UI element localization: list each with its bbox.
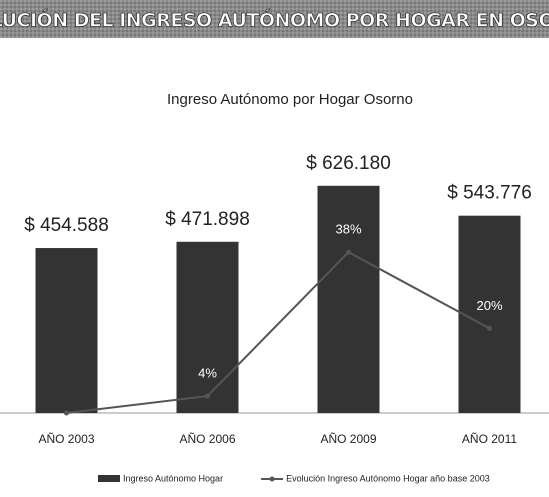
bar-value-label: $ 543.776 bbox=[447, 183, 532, 204]
bar-value-label: $ 471.898 bbox=[165, 209, 250, 230]
line-point bbox=[346, 249, 351, 255]
legend-label: Evolución Ingreso Autónomo Hogar año bas… bbox=[286, 473, 490, 483]
bar bbox=[458, 215, 521, 413]
bar-value-label: $ 454.588 bbox=[24, 215, 109, 236]
line-point bbox=[205, 393, 210, 399]
bar bbox=[35, 248, 98, 413]
x-tick-label: AÑO 2006 bbox=[179, 432, 235, 446]
x-tick-label: AÑO 2011 bbox=[462, 432, 517, 446]
bar-value-label: $ 626.180 bbox=[306, 153, 391, 174]
line bbox=[66, 250, 490, 414]
legend-swatch bbox=[269, 476, 275, 482]
line-value-label: 38% bbox=[335, 222, 361, 237]
line-value-label: 20% bbox=[476, 298, 502, 313]
legend-swatch bbox=[98, 475, 120, 482]
bar bbox=[176, 241, 239, 413]
x-tick-label: AÑO 2009 bbox=[320, 432, 376, 446]
line-value-label: 4% bbox=[198, 366, 217, 381]
chart-title: Ingreso Autónomo por Hogar Osorno bbox=[167, 91, 413, 108]
line-point bbox=[487, 325, 492, 331]
x-tick-label: AÑO 2003 bbox=[38, 432, 94, 446]
line-point bbox=[64, 410, 69, 416]
banner-bg bbox=[0, 0, 549, 38]
legend-label: Ingreso Autónomo Hogar bbox=[123, 473, 223, 483]
banner-title: EVOLUCIÓN DEL INGRESO AUTÓNOMO POR HOGAR… bbox=[0, 8, 549, 32]
bar bbox=[317, 185, 380, 413]
